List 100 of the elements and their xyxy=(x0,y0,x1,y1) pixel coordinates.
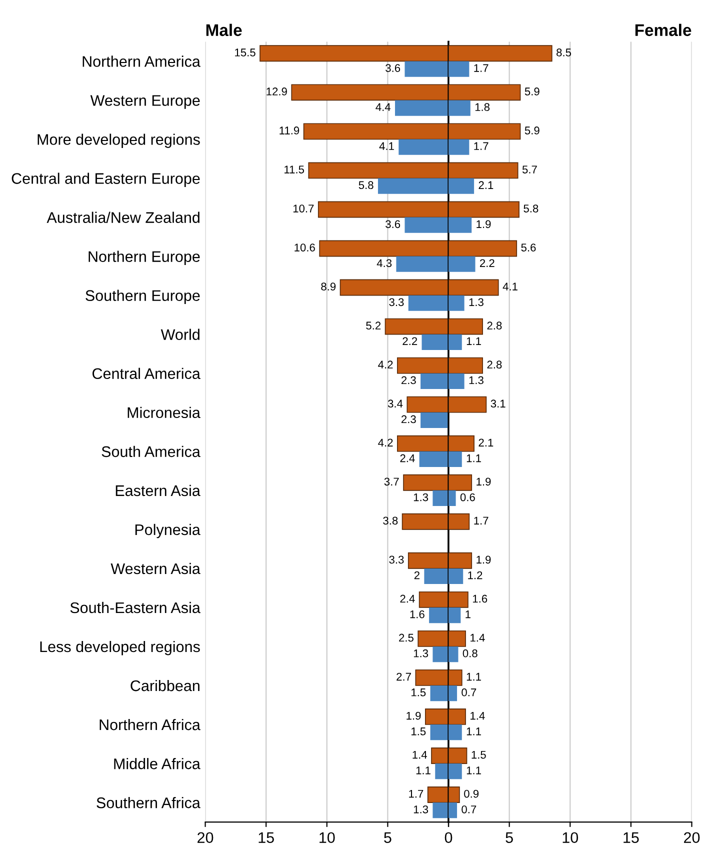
data-label: 4.4 xyxy=(376,103,391,111)
y-tick-label: Southern Africa xyxy=(96,797,200,808)
data-label: 1.9 xyxy=(476,220,491,228)
data-label: 1.9 xyxy=(476,478,491,486)
data-label: 4.3 xyxy=(376,259,392,268)
y-tick-label: Middle Africa xyxy=(114,758,200,770)
data-label: 12.9 xyxy=(266,88,287,96)
y-tick-label: Micronesia xyxy=(128,406,200,418)
data-label: 2 xyxy=(414,571,420,580)
y-tick-label: Polynesia xyxy=(135,524,200,538)
x-tick-label: 0 xyxy=(444,832,452,844)
data-label: 1.7 xyxy=(474,142,488,150)
data-label: 3.8 xyxy=(383,516,398,525)
data-label: 10.7 xyxy=(293,204,314,212)
data-label: 0.7 xyxy=(462,805,476,814)
data-label: 1.1 xyxy=(416,766,430,774)
data-label: 1.4 xyxy=(470,634,485,642)
data-label: 2.2 xyxy=(480,259,494,267)
data-label: 1.3 xyxy=(414,649,428,658)
y-tick-label: Australia/New Zealand xyxy=(46,212,200,223)
y-tick-label: Eastern Asia xyxy=(116,484,200,496)
data-label: 2.5 xyxy=(399,634,414,642)
data-label: 1.7 xyxy=(474,64,488,72)
data-label: 4.1 xyxy=(502,282,518,290)
data-label: 11.5 xyxy=(284,166,304,174)
data-label: 1.4 xyxy=(470,712,485,720)
data-label: 5.8 xyxy=(358,181,374,190)
data-label: 1.1 xyxy=(466,337,481,346)
data-label: 1.3 xyxy=(469,298,484,306)
bar xyxy=(420,412,449,428)
data-label: 1.3 xyxy=(414,493,428,502)
data-label: 2.8 xyxy=(487,360,502,369)
data-label: 0.9 xyxy=(464,790,479,798)
data-label: 5.6 xyxy=(521,244,536,252)
data-label: 1.5 xyxy=(472,750,486,759)
data-label: 3.6 xyxy=(386,220,400,228)
x-tick-label: 5 xyxy=(384,832,392,844)
y-tick-label: Western Europe xyxy=(90,95,200,109)
data-label: 0.8 xyxy=(462,649,478,658)
data-label: 2.3 xyxy=(401,415,416,424)
data-label: 1.1 xyxy=(466,454,481,462)
y-tick-label: Northern Africa xyxy=(100,718,200,730)
data-label: 4.1 xyxy=(379,142,394,150)
data-label: 5.9 xyxy=(524,126,540,134)
data-label: 2.8 xyxy=(487,322,502,330)
data-label: 1.7 xyxy=(409,790,424,798)
data-label: 1.5 xyxy=(412,688,426,696)
data-label: 8.5 xyxy=(556,48,572,56)
data-label: 1.1 xyxy=(466,766,481,774)
data-label: 5.8 xyxy=(524,204,538,212)
data-label: 2.7 xyxy=(396,672,411,681)
y-tick-label: Western Asia xyxy=(110,562,200,574)
y-tick-label: South America xyxy=(102,446,200,458)
chart-title: Female xyxy=(635,24,692,36)
data-label: 1.1 xyxy=(466,728,481,736)
data-label: 1.8 xyxy=(475,103,490,112)
y-tick-label: Central America xyxy=(92,368,200,380)
data-label: 0.6 xyxy=(460,493,475,502)
data-label: 3.7 xyxy=(384,478,399,486)
data-label: 2.1 xyxy=(478,181,494,189)
data-label: 2.3 xyxy=(401,376,416,384)
data-label: 3.3 xyxy=(389,298,404,306)
y-tick-label: Northern Europe xyxy=(88,250,200,266)
data-label: 1.1 xyxy=(466,672,481,681)
data-label: 5.7 xyxy=(522,166,537,174)
x-tick-label: 20 xyxy=(198,832,214,844)
data-label: 2.4 xyxy=(400,594,415,603)
data-label: 2.2 xyxy=(402,337,418,346)
x-tick-label: 5 xyxy=(506,832,513,844)
data-label: 4.2 xyxy=(378,438,393,446)
x-tick-label: 10 xyxy=(320,832,335,844)
data-label: 2.4 xyxy=(400,454,415,462)
data-label: 4.2 xyxy=(378,360,393,368)
data-label: 3.3 xyxy=(389,556,404,564)
y-tick-label: Less developed regions xyxy=(40,640,200,656)
data-label: 15.5 xyxy=(235,48,256,56)
data-label: 3.6 xyxy=(386,64,400,72)
data-label: 1.6 xyxy=(472,594,488,603)
data-label: 2.1 xyxy=(478,438,494,446)
y-tick-label: Caribbean xyxy=(130,680,200,692)
y-tick-label: World xyxy=(160,328,200,340)
data-label: 8.9 xyxy=(321,282,336,290)
data-label: 1.2 xyxy=(468,571,482,580)
data-label: 0.7 xyxy=(462,688,476,696)
data-label: 1.7 xyxy=(474,516,488,524)
data-label: 11.9 xyxy=(280,126,300,134)
x-tick-label: 15 xyxy=(258,832,274,844)
data-label: 10.6 xyxy=(294,244,315,252)
data-label: 1.4 xyxy=(412,750,427,759)
data-label: 1.3 xyxy=(414,805,428,814)
y-tick-label: Northern America xyxy=(82,56,200,67)
data-label: 1.5 xyxy=(412,728,426,736)
x-tick-label: 10 xyxy=(562,832,578,844)
y-tick-label: Southern Europe xyxy=(86,290,200,304)
data-label: 1 xyxy=(466,610,470,618)
y-tick-label: Central and Eastern Europe xyxy=(12,172,200,187)
data-label: 1.3 xyxy=(469,376,484,384)
data-label: 1.6 xyxy=(410,610,424,618)
data-label: 3.1 xyxy=(490,400,506,408)
data-label: 3.4 xyxy=(388,400,403,408)
